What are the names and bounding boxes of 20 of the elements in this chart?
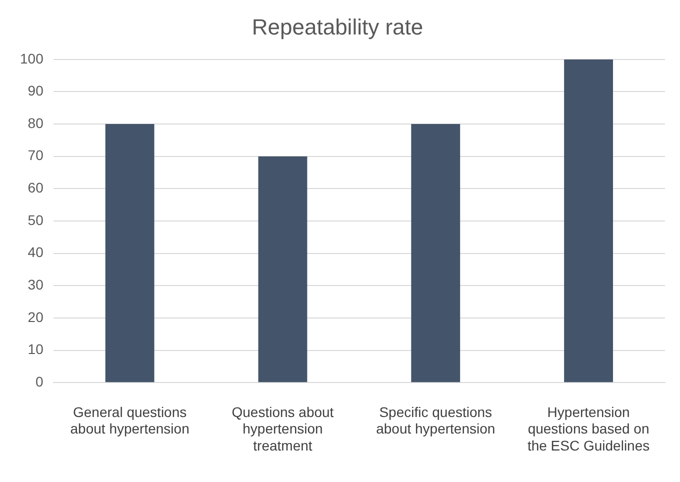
y-tick-label: 90: [28, 82, 44, 99]
bar: [564, 59, 614, 382]
y-tick-label: 0: [36, 373, 44, 390]
y-tick-label: 60: [28, 180, 44, 196]
y-tick-label: 50: [28, 212, 44, 228]
bar: [105, 124, 154, 382]
x-tick-label: Hypertension questions based on the ESC Guidelines: [527, 404, 650, 454]
x-tick-label: Specific questions about hypertension: [376, 404, 496, 437]
y-tick-label: 10: [28, 341, 44, 358]
y-tick-label: 100: [20, 50, 44, 66]
x-tick-label: General questions about hypertension: [70, 404, 190, 437]
y-tick-label: 40: [28, 244, 44, 260]
y-tick-label: 70: [28, 147, 44, 164]
y-tick-label: 80: [28, 114, 44, 131]
bar: [258, 156, 308, 382]
y-tick-label: 30: [28, 276, 44, 292]
bar: [411, 124, 460, 382]
y-tick-label: 20: [28, 308, 44, 325]
x-tick-label: Questions about hypertension treatment: [232, 404, 334, 454]
chart-title: Repeatability rate: [252, 14, 424, 40]
